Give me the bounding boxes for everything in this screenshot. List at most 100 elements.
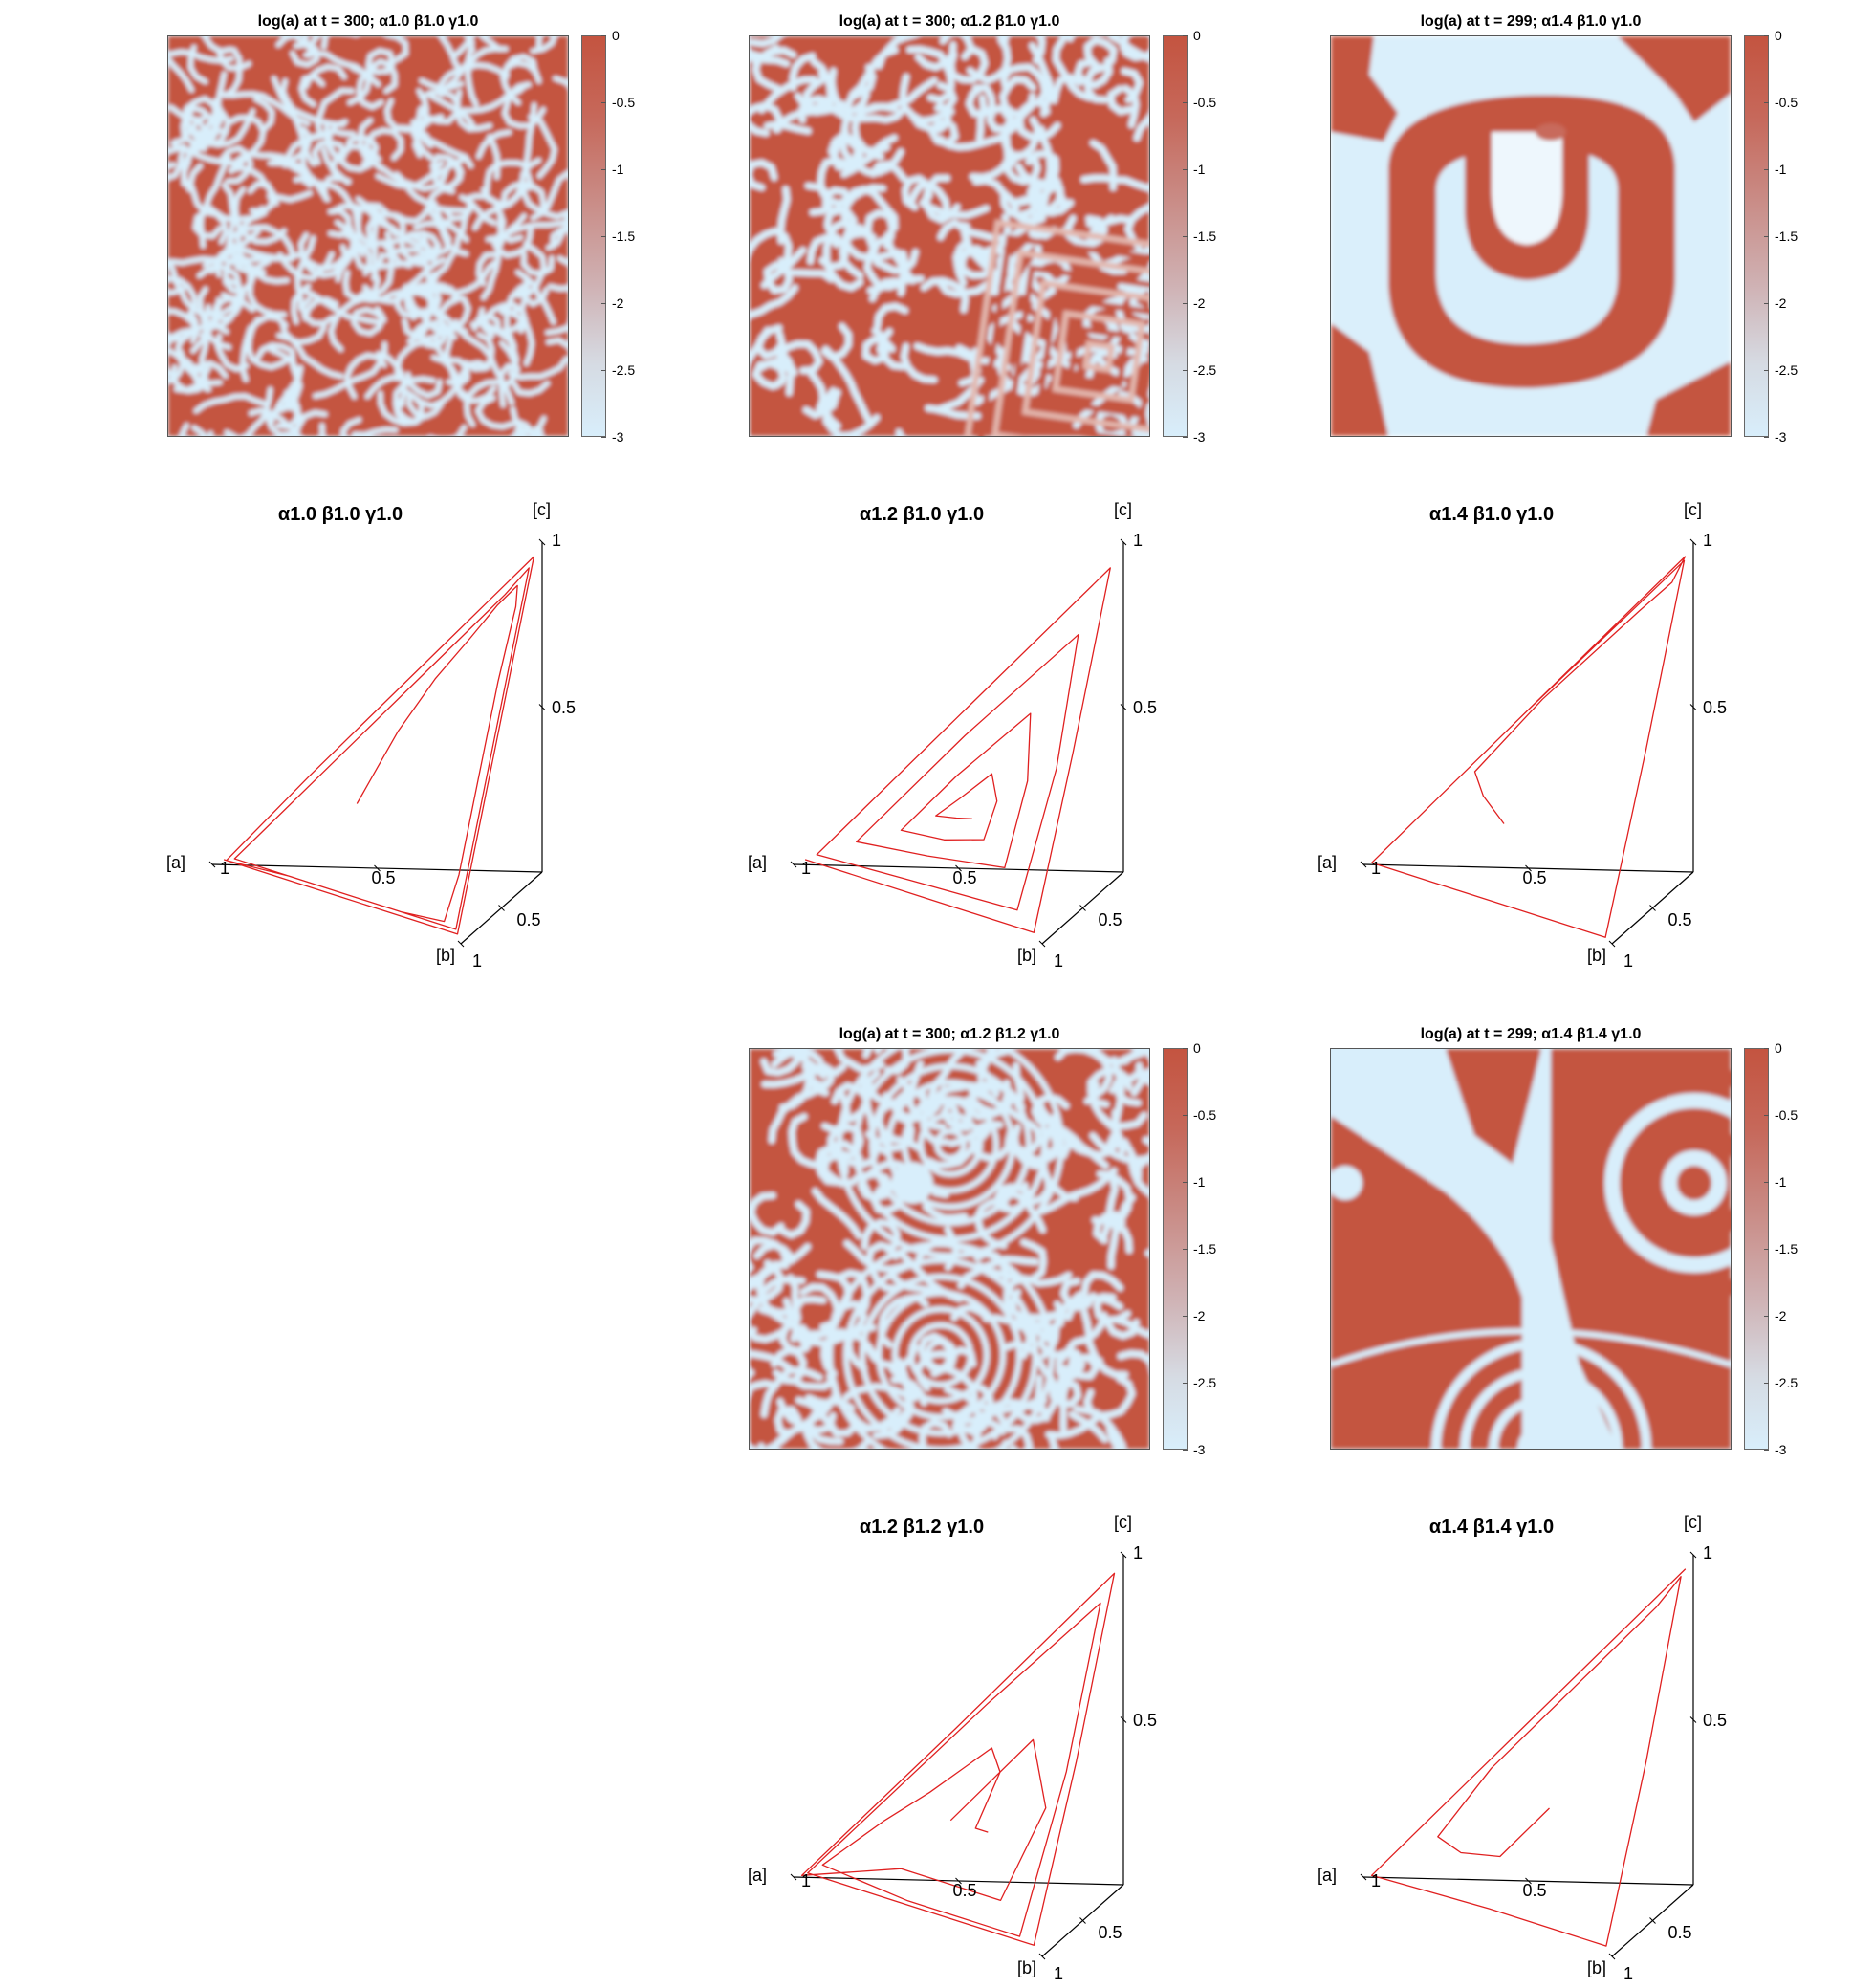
colorbar-tick-label: -3 xyxy=(1775,429,1787,445)
c-axis-label: [c] xyxy=(1684,500,1703,519)
pattern-band xyxy=(1331,1328,1731,1367)
a-tick-label: 1 xyxy=(1371,859,1382,878)
pattern-stripe xyxy=(822,389,881,436)
pattern-stripe xyxy=(301,179,361,246)
pattern-stripe xyxy=(750,121,770,137)
pattern-stripe xyxy=(861,327,896,364)
pattern-stripe xyxy=(406,186,469,214)
pattern-stripe xyxy=(168,275,198,317)
b-axis-line xyxy=(460,871,543,945)
pattern-stripe xyxy=(280,78,346,128)
pattern-stripe xyxy=(839,127,904,176)
pattern-stripe xyxy=(252,96,275,133)
pattern-stripe xyxy=(962,222,1028,295)
pattern-stripe xyxy=(754,324,786,360)
heatmap-pattern xyxy=(1331,36,1731,436)
pattern-stripe xyxy=(1018,1166,1053,1206)
pattern-stripe xyxy=(193,393,268,414)
pattern-stripe xyxy=(975,1049,998,1072)
colorbar-tick-label: -1 xyxy=(612,162,624,177)
pattern-stripe xyxy=(378,388,425,426)
pattern-stripe xyxy=(235,224,296,261)
pattern-stripe xyxy=(760,1366,823,1418)
pattern-stripe xyxy=(475,395,515,430)
c-tick-label: 0.5 xyxy=(552,697,577,717)
heatmap-pattern xyxy=(750,1049,1149,1449)
pattern-stripe xyxy=(292,36,316,53)
pattern-stripe xyxy=(1059,1348,1078,1439)
pattern-stripe xyxy=(382,247,437,263)
a-tick-label: 1 xyxy=(801,859,812,878)
colorbar-tick-label: -0.5 xyxy=(612,95,636,110)
pattern-stripe xyxy=(298,74,326,108)
colorbar-tick-label: -2 xyxy=(1193,295,1206,311)
colorbar-tick-mark xyxy=(1183,1450,1188,1451)
pattern-stripe xyxy=(817,157,853,208)
pattern-stripe xyxy=(1121,67,1144,104)
colorbar-tick-label: -2.5 xyxy=(1193,362,1217,378)
pattern-stripe xyxy=(988,232,1042,295)
colorbar-tick-mark xyxy=(1183,102,1188,103)
pattern-stripe xyxy=(179,423,214,436)
colorbar-tick-mark xyxy=(601,437,606,438)
pattern-stripe xyxy=(750,1236,790,1272)
pattern-stripe xyxy=(463,332,495,372)
pattern-stripe xyxy=(1003,150,1041,186)
pattern-stripe xyxy=(438,295,471,333)
pattern-stripe xyxy=(841,224,893,262)
pattern-band xyxy=(1460,1367,1623,1449)
axis-tick xyxy=(1038,1953,1046,1960)
pattern-stripe xyxy=(247,258,288,317)
colorbar-tick-label: -0.5 xyxy=(1193,95,1217,110)
pattern-stripe xyxy=(187,163,207,214)
pattern-stripe xyxy=(429,207,471,286)
colorbar-tick-label: -2 xyxy=(1775,295,1787,311)
heatmap-image xyxy=(167,35,569,437)
pattern-stripe xyxy=(424,258,500,295)
pattern-stripe xyxy=(1085,349,1118,382)
pattern-band xyxy=(1662,1150,1727,1215)
pattern-stripe xyxy=(991,229,1042,312)
a-tick-label: 0.5 xyxy=(952,868,977,887)
pattern-stripe xyxy=(812,1188,862,1239)
pattern-stripe xyxy=(1028,210,1058,240)
heatmap-image xyxy=(1330,35,1732,437)
heatmap-title: log(a) at t = 299; α1.4 β1.0 γ1.0 xyxy=(1420,13,1642,30)
colorbar-tick-label: -3 xyxy=(1193,1442,1206,1457)
pattern-stripe xyxy=(750,1191,785,1236)
pattern-stripe xyxy=(335,230,416,283)
axis-tick xyxy=(1689,1716,1697,1723)
pattern-stripe xyxy=(545,338,568,350)
pattern-stripe xyxy=(771,1432,788,1449)
pattern-stripe xyxy=(997,36,1046,64)
colorbar-tick-mark xyxy=(1183,370,1188,371)
axis-tick xyxy=(208,861,216,868)
c-tick-label: 0.5 xyxy=(1133,1710,1158,1730)
colorbar-tick-mark xyxy=(601,35,606,36)
pattern-stripe xyxy=(882,249,919,274)
pattern-stripe xyxy=(750,49,767,60)
c-tick-label: 0.5 xyxy=(1133,697,1158,717)
pattern-stripe xyxy=(787,1274,800,1343)
pattern-stripe xyxy=(246,317,294,370)
colorbar-tick-mark xyxy=(1764,1048,1769,1049)
pattern-stripe xyxy=(462,333,515,405)
pattern-stripe xyxy=(302,296,339,321)
pattern-stripe xyxy=(438,36,465,75)
c-tick-label: 1 xyxy=(1133,531,1144,550)
pattern-stripe xyxy=(406,391,445,420)
pattern-stripe xyxy=(1022,341,1040,386)
pattern-stripe xyxy=(438,39,475,98)
pattern-stripe xyxy=(1133,112,1149,142)
pattern-stripe xyxy=(869,277,905,302)
pattern-stripe xyxy=(752,44,782,93)
pattern-stripe xyxy=(343,352,387,400)
b-axis-label: [b] xyxy=(1017,946,1037,965)
pattern-stripe xyxy=(312,341,388,399)
pattern-stripe xyxy=(544,322,568,336)
pattern-stripe xyxy=(939,36,975,60)
pattern-stripe xyxy=(899,73,955,124)
colorbar-tick-label: -0.5 xyxy=(1193,1107,1217,1123)
axis-tick xyxy=(1120,1551,1127,1559)
pattern-stripe xyxy=(870,235,891,271)
